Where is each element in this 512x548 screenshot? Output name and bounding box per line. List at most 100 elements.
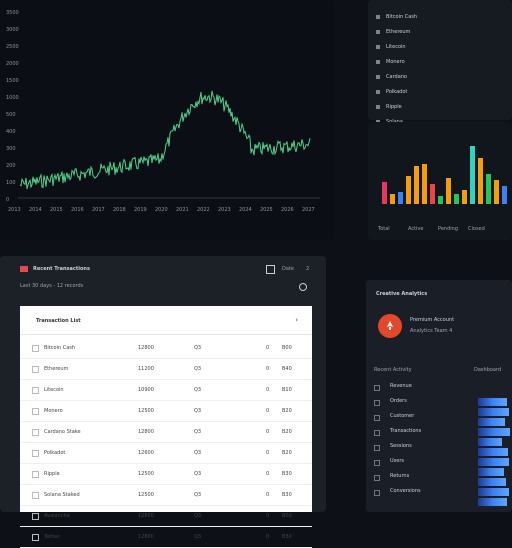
y-tick-label: 1500 [6, 78, 19, 84]
table-row[interactable]: Solana Staked 12500 Q3 0 B30 [20, 485, 312, 506]
table-cell: Ripple [44, 471, 60, 477]
table-cell: Avalanche [44, 513, 70, 519]
row-checkbox[interactable] [32, 492, 39, 499]
coin-name: Cardano [386, 74, 407, 80]
bar [486, 174, 491, 204]
x-tick-label: 2024 [239, 207, 252, 213]
table-header: Recent Transactions Last 30 days - 12 re… [20, 266, 90, 289]
date-filter[interactable]: Date [282, 266, 294, 272]
row-checkbox[interactable] [32, 429, 39, 436]
row-checkbox[interactable] [32, 408, 39, 415]
activity-checkbox[interactable] [374, 475, 380, 481]
activity-bar [478, 448, 508, 456]
coin-list-item[interactable]: Polkadot [376, 89, 407, 95]
coin-list-item[interactable]: Litecoin [376, 44, 406, 50]
legend-label: Pending [438, 226, 458, 232]
table-cell: Polkadot [44, 450, 66, 456]
coin-list-item[interactable]: Ripple [376, 104, 402, 110]
table-cell: Tether [44, 534, 60, 540]
x-tick-label: 2026 [281, 207, 294, 213]
x-tick-label: 2027 [302, 207, 315, 213]
activity-checkbox[interactable] [374, 430, 380, 436]
table-cell: B10 [282, 387, 292, 393]
x-tick-label: 2023 [218, 207, 231, 213]
table-row[interactable]: Ripple 12500 Q3 0 B30 [20, 464, 312, 485]
bar [382, 182, 387, 204]
table-cell: B20 [282, 450, 292, 456]
table-row[interactable]: Bitcoin Cash 12800 Q3 0 B00 [20, 338, 312, 359]
activity-item: Users [390, 458, 405, 464]
bullet-icon [376, 60, 380, 64]
activity-checkbox[interactable] [374, 490, 380, 496]
row-checkbox[interactable] [32, 471, 39, 478]
activity-item: Customer [390, 413, 415, 419]
activity-heading: Recent Activity [374, 367, 412, 373]
activity-item: Transactions [390, 428, 422, 434]
row-checkbox[interactable] [32, 450, 39, 457]
table-row[interactable]: Tether 12800 Q3 0 B30 [20, 527, 312, 548]
table-cell: 0 [266, 450, 270, 456]
bar [502, 186, 507, 204]
coin-name: Polkadot [386, 89, 408, 95]
bullet-icon [376, 75, 380, 79]
settings-icon[interactable] [299, 283, 307, 291]
activity-checkbox[interactable] [374, 400, 380, 406]
legend-label: Active [408, 226, 423, 232]
table-cell: Q3 [194, 387, 202, 393]
activity-checkbox[interactable] [374, 445, 380, 451]
x-tick-label: 2018 [113, 207, 126, 213]
avatar[interactable] [378, 314, 402, 338]
record-icon [20, 266, 28, 272]
table-row[interactable]: Monero 12500 Q3 0 B20 [20, 401, 312, 422]
coin-name: Ethereum [386, 29, 411, 35]
table-cell: B30 [282, 534, 292, 540]
table-row[interactable]: Ethereum 11200 Q3 0 B40 [20, 359, 312, 380]
table-row[interactable]: Avalanche 12800 Q3 0 B00 [20, 506, 312, 527]
x-tick-label: 2017 [92, 207, 105, 213]
table-cell: 0 [266, 408, 270, 414]
row-checkbox[interactable] [32, 345, 39, 352]
table-cell: Q3 [194, 492, 202, 498]
chevron-right-icon[interactable]: › [295, 316, 298, 324]
row-checkbox[interactable] [32, 534, 39, 541]
table-cell: Monero [44, 408, 63, 414]
table-row[interactable]: Litecoin 10900 Q3 0 B10 [20, 380, 312, 401]
table-cell: 11200 [138, 366, 154, 372]
coin-list-item[interactable]: Monero [376, 59, 405, 65]
table-cell: B20 [282, 429, 292, 435]
row-checkbox[interactable] [32, 387, 39, 394]
volume-bar-chart: Total Active Pending Closed [377, 146, 507, 232]
coin-list-item[interactable]: Cardano [376, 74, 407, 80]
table-row[interactable]: Polkadot 12600 Q3 0 B20 [20, 443, 312, 464]
row-checkbox[interactable] [32, 366, 39, 373]
calendar-icon[interactable] [266, 265, 275, 274]
rocket-icon [387, 321, 393, 330]
bullet-icon [376, 90, 380, 94]
price-chart-panel: 3500 3000 2500 2000 1500 1000 500 400 300 200 100 0… [0, 0, 334, 240]
profile-title: Creative Analytics [376, 291, 428, 297]
activity-item: Orders [390, 398, 407, 404]
table-cell: 0 [266, 471, 270, 477]
activity-checkbox[interactable] [374, 460, 380, 466]
table-cell: 12800 [138, 429, 154, 435]
activity-item: Conversions [390, 488, 421, 494]
bar [454, 194, 459, 204]
coin-list-item[interactable]: Ethereum [376, 29, 410, 35]
table-cell: 10900 [138, 387, 154, 393]
y-tick-label: 400 [6, 129, 16, 135]
activity-checkbox[interactable] [374, 415, 380, 421]
table-cell: 12800 [138, 345, 154, 351]
row-checkbox[interactable] [32, 513, 39, 520]
page-count[interactable]: 2 [306, 266, 310, 272]
x-tick-label: 2019 [134, 207, 147, 213]
table-cell: 0 [266, 429, 270, 435]
profile-role: Analytics Team 4 [410, 328, 453, 334]
table-subtitle: Last 30 days - 12 records [20, 283, 84, 289]
coin-list-panel: Bitcoin Cash Ethereum Litecoin Monero Cardan… [368, 0, 512, 125]
activity-checkbox[interactable] [374, 385, 380, 391]
table-row[interactable]: Cardano Stake 12800 Q3 0 B20 [20, 422, 312, 443]
activity-bar [478, 498, 508, 506]
table-cell: Cardano Stake [44, 429, 81, 435]
coin-list-item[interactable]: Bitcoin Cash [376, 14, 417, 20]
bar [390, 194, 395, 204]
